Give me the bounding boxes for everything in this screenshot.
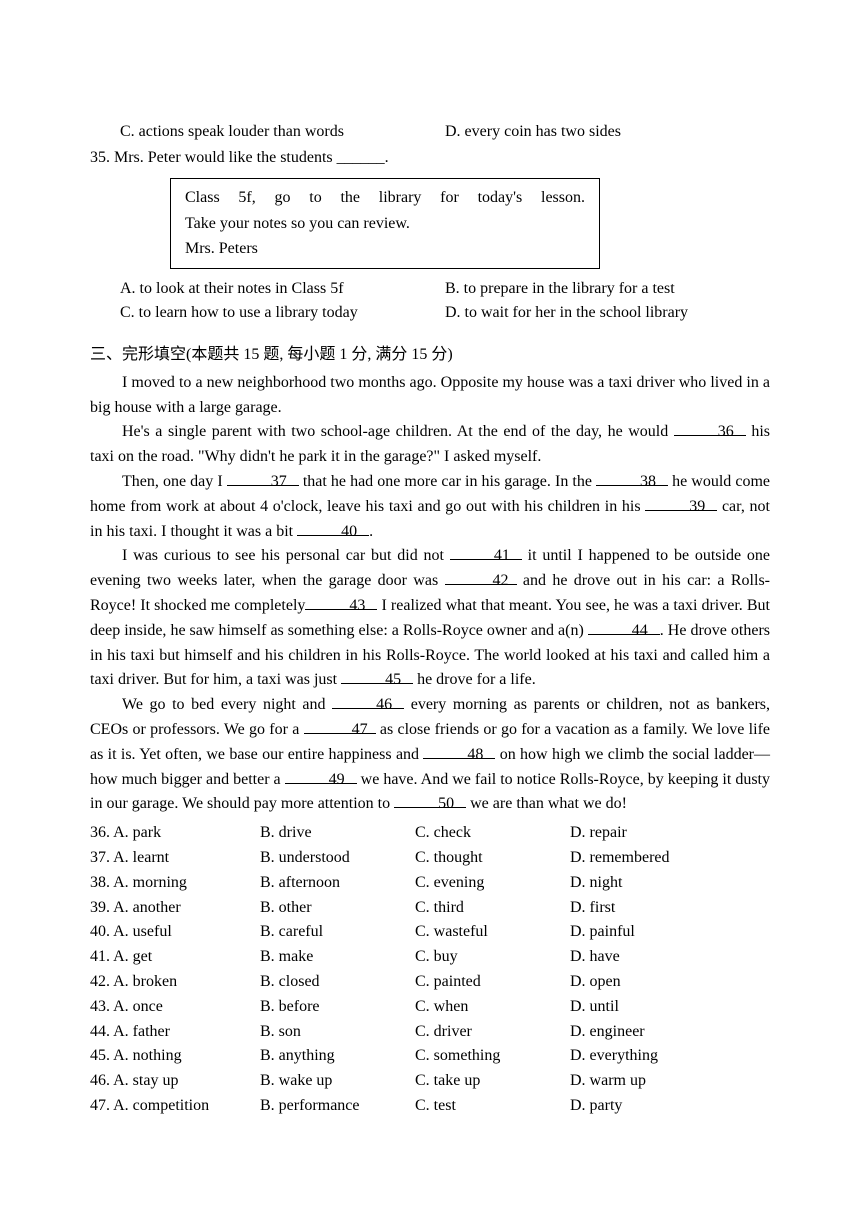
choice-row: 47. A. competition B. performance C. tes… [90,1094,770,1119]
choice-row: 43. A. once B. before C. when D. until [90,995,770,1020]
blank-39: 39 [645,495,717,511]
blank-45: 45 [341,668,413,684]
q35-note-box: Class 5f, go to the library for today's … [170,178,600,269]
q34-option-c: C. actions speak louder than words [120,120,445,144]
blank-47: 47 [304,718,376,734]
q35-options-row-1: A. to look at their notes in Class 5f B.… [120,277,770,301]
note-line-3: Mrs. Peters [185,236,585,262]
blank-38: 38 [596,470,668,486]
q34-option-d: D. every coin has two sides [445,120,770,144]
choice-row: 37. A. learnt B. understood C. thought D… [90,846,770,871]
choice-row: 38. A. morning B. afternoon C. evening D… [90,871,770,896]
blank-36: 36 [674,420,746,436]
choice-row: 40. A. useful B. careful C. wasteful D. … [90,920,770,945]
passage-p1: I moved to a new neighborhood two months… [90,371,770,421]
passage-p5: We go to bed every night and 46 every mo… [90,693,770,817]
note-line-2: Take your notes so you can review. [185,211,585,237]
choice-row: 39. A. another B. other C. third D. firs… [90,896,770,921]
passage-p3: Then, one day I 37 that he had one more … [90,470,770,544]
q35-option-a: A. to look at their notes in Class 5f [120,277,445,301]
q34-options-row: C. actions speak louder than words D. ev… [120,120,770,144]
passage-p4: I was curious to see his personal car bu… [90,544,770,693]
q35-stem: 35. Mrs. Peter would like the students _… [90,146,770,170]
blank-42: 42 [445,569,517,585]
choices-list: 36. A. park B. drive C. check D. repair … [90,821,770,1119]
choice-c: C. check [415,821,570,846]
blank-50: 50 [394,792,466,808]
choice-d: D. repair [570,821,725,846]
blank-48: 48 [423,743,495,759]
choice-row: 41. A. get B. make C. buy D. have [90,945,770,970]
choice-row: 46. A. stay up B. wake up C. take up D. … [90,1069,770,1094]
cloze-passage: I moved to a new neighborhood two months… [90,371,770,817]
blank-46: 46 [332,693,404,709]
q35-option-c: C. to learn how to use a library today [120,301,445,325]
blank-44: 44 [588,619,660,635]
choice-row: 44. A. father B. son C. driver D. engine… [90,1020,770,1045]
q35-option-b: B. to prepare in the library for a test [445,277,770,301]
p1-text: I moved to a new neighborhood two months… [90,374,770,416]
blank-40: 40 [297,520,369,536]
q35-option-d: D. to wait for her in the school library [445,301,770,325]
choice-b: B. drive [260,821,415,846]
q35-options-row-2: C. to learn how to use a library today D… [120,301,770,325]
choice-row: 36. A. park B. drive C. check D. repair [90,821,770,846]
section-3-heading: 三、完形填空(本题共 15 题, 每小题 1 分, 满分 15 分) [90,343,770,367]
choice-num: 36. A. park [90,821,260,846]
note-line-1: Class 5f, go to the library for today's … [185,185,585,211]
choice-row: 45. A. nothing B. anything C. something … [90,1044,770,1069]
choice-row: 42. A. broken B. closed C. painted D. op… [90,970,770,995]
blank-41: 41 [450,544,522,560]
blank-37: 37 [227,470,299,486]
blank-49: 49 [285,768,357,784]
passage-p2: He's a single parent with two school-age… [90,420,770,470]
blank-43: 43 [305,594,377,610]
